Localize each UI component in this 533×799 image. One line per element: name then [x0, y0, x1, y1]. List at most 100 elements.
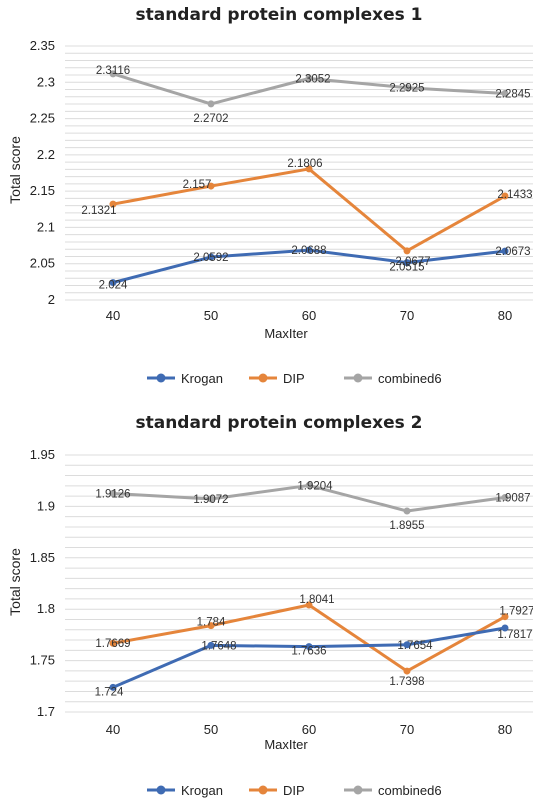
data-label-combined6: 2.2702 — [193, 113, 228, 125]
y-tick-label: 2.2 — [37, 147, 55, 162]
legend-label-combined6: combined6 — [378, 783, 442, 798]
data-point-combined6 — [501, 90, 509, 98]
data-label-dip: 2.1806 — [287, 158, 322, 170]
data-label-krogan: 1.724 — [95, 686, 124, 698]
chart-1-y-axis-title: Total score — [7, 136, 23, 204]
series-line-krogan — [112, 626, 506, 689]
data-point-combined6 — [403, 84, 411, 92]
data-label-combined6: 2.2925 — [389, 83, 424, 95]
chart-2-series: 1.9126 1.9072 1.9204 1.8955 1.9087 1.7669 1.78… — [95, 480, 533, 698]
y-tick-label: 1.85 — [30, 550, 55, 565]
data-label-krogan: 1.7648 — [201, 640, 236, 652]
data-point-dip — [501, 613, 509, 621]
y-tick-label: 1.7 — [37, 704, 55, 719]
legend-label-combined6: combined6 — [378, 371, 442, 386]
data-label-krogan: 1.7654 — [397, 640, 433, 652]
data-label-combined6: 1.8955 — [389, 520, 424, 532]
chart-2: standard protein complexes 2 Total score… — [7, 413, 533, 798]
data-point-combined6 — [207, 495, 215, 503]
x-tick-label: 80 — [498, 308, 512, 323]
chart-1-series: 2.3116 2.2702 2.3052 2.2925 2.2845 2.1321 2.15… — [81, 65, 532, 292]
data-label-dip: 1.7669 — [95, 638, 130, 650]
chart-2-gridlines — [65, 454, 533, 713]
chart-1-x-axis-title: MaxIter — [264, 326, 308, 341]
data-label-combined6: 2.2845 — [495, 89, 530, 101]
data-point-dip — [403, 667, 411, 675]
data-label-dip: 1.7927 — [499, 606, 533, 618]
chart-1-legend: Krogan DIP combined6 — [147, 371, 442, 386]
chart-2-y-axis-title: Total score — [7, 548, 23, 616]
legend-label-krogan: Krogan — [181, 371, 223, 386]
chart-1-title: standard protein complexes 1 — [135, 5, 422, 25]
data-label-combined6: 2.3052 — [295, 74, 330, 86]
legend-label-krogan: Krogan — [181, 783, 223, 798]
data-label-krogan: 2.024 — [99, 280, 128, 292]
data-point-combined6 — [501, 493, 509, 501]
data-point-krogan — [501, 624, 509, 632]
chart-2-x-axis-title: MaxIter — [264, 737, 308, 752]
data-label-dip: 2.1433 — [497, 189, 532, 201]
y-tick-label: 2 — [48, 292, 55, 307]
legend-marker-dip — [258, 785, 268, 795]
data-label-dip: 2.1321 — [81, 205, 116, 217]
x-tick-label: 60 — [302, 722, 316, 737]
x-tick-label: 70 — [400, 308, 414, 323]
y-tick-label: 2.05 — [30, 256, 55, 271]
data-point-krogan — [305, 643, 313, 651]
data-point-krogan — [403, 641, 411, 649]
x-tick-label: 40 — [106, 722, 120, 737]
legend-marker-combined6 — [353, 373, 363, 383]
data-point-combined6 — [109, 489, 117, 497]
data-label-dip: 1.784 — [197, 617, 226, 629]
y-tick-label: 1.75 — [30, 653, 55, 668]
data-point-krogan — [501, 247, 509, 255]
data-point-krogan — [305, 246, 313, 254]
data-label-combined6: 2.3116 — [96, 65, 130, 77]
data-label-combined6: 1.9087 — [495, 492, 530, 504]
data-label-krogan: 2.0592 — [193, 252, 228, 264]
y-tick-label: 1.8 — [37, 601, 55, 616]
legend-marker-krogan — [156, 373, 166, 383]
x-tick-label: 60 — [302, 308, 316, 323]
data-label-dip: 2.157 — [183, 179, 212, 191]
y-tick-label: 2.3 — [37, 74, 55, 89]
data-point-krogan — [109, 279, 117, 287]
data-point-dip — [207, 622, 215, 630]
data-label-dip: 1.8041 — [299, 594, 334, 606]
data-label-krogan: 2.0673 — [495, 246, 530, 258]
y-tick-label: 2.35 — [30, 38, 55, 53]
data-point-dip — [305, 601, 313, 609]
chart-2-y-ticks: 1.7 1.75 1.8 1.85 1.9 1.95 — [30, 447, 55, 719]
y-tick-label: 1.9 — [37, 498, 55, 513]
chart-1-x-ticks: 40 50 60 70 80 — [106, 308, 512, 323]
legend-label-dip: DIP — [283, 371, 305, 386]
data-point-dip — [403, 247, 411, 255]
data-point-combined6 — [207, 100, 215, 108]
data-label-krogan: 1.7636 — [291, 646, 326, 658]
data-label-dip: 1.7398 — [389, 676, 424, 688]
data-point-krogan — [207, 641, 215, 649]
data-point-combined6 — [305, 75, 313, 83]
data-point-dip — [109, 639, 117, 647]
data-label-dip: 2.0677 — [395, 256, 430, 268]
data-label-combined6: 1.9204 — [297, 480, 333, 492]
chart-1: standard protein complexes 1 Total score… — [7, 5, 533, 386]
x-tick-label: 80 — [498, 722, 512, 737]
x-tick-label: 50 — [204, 722, 218, 737]
data-point-dip — [305, 165, 313, 173]
legend-marker-combined6 — [353, 785, 363, 795]
y-tick-label: 2.25 — [30, 111, 55, 126]
data-label-krogan: 2.0688 — [291, 245, 326, 257]
chart-2-title: standard protein complexes 2 — [135, 413, 422, 433]
chart-1-gridlines — [65, 45, 533, 301]
y-tick-label: 1.95 — [30, 447, 55, 462]
y-tick-label: 2.15 — [30, 183, 55, 198]
legend-marker-krogan — [156, 785, 166, 795]
data-point-krogan — [403, 259, 411, 267]
x-tick-label: 70 — [400, 722, 414, 737]
x-tick-label: 50 — [204, 308, 218, 323]
data-point-combined6 — [109, 70, 117, 78]
chart-2-legend: Krogan DIP combined6 — [147, 783, 442, 798]
